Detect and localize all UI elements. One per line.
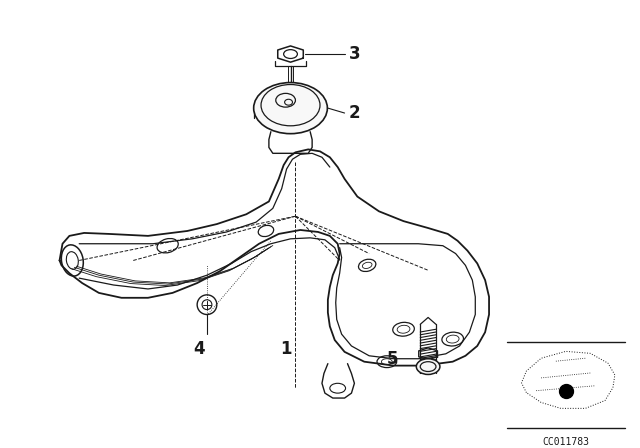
- Text: 2: 2: [349, 104, 360, 122]
- Ellipse shape: [253, 82, 328, 134]
- Ellipse shape: [416, 359, 440, 375]
- Text: CC011783: CC011783: [542, 437, 589, 448]
- Text: 5: 5: [387, 350, 399, 368]
- Text: 4: 4: [193, 340, 205, 358]
- Text: 1: 1: [281, 340, 292, 358]
- Text: 3: 3: [349, 45, 360, 63]
